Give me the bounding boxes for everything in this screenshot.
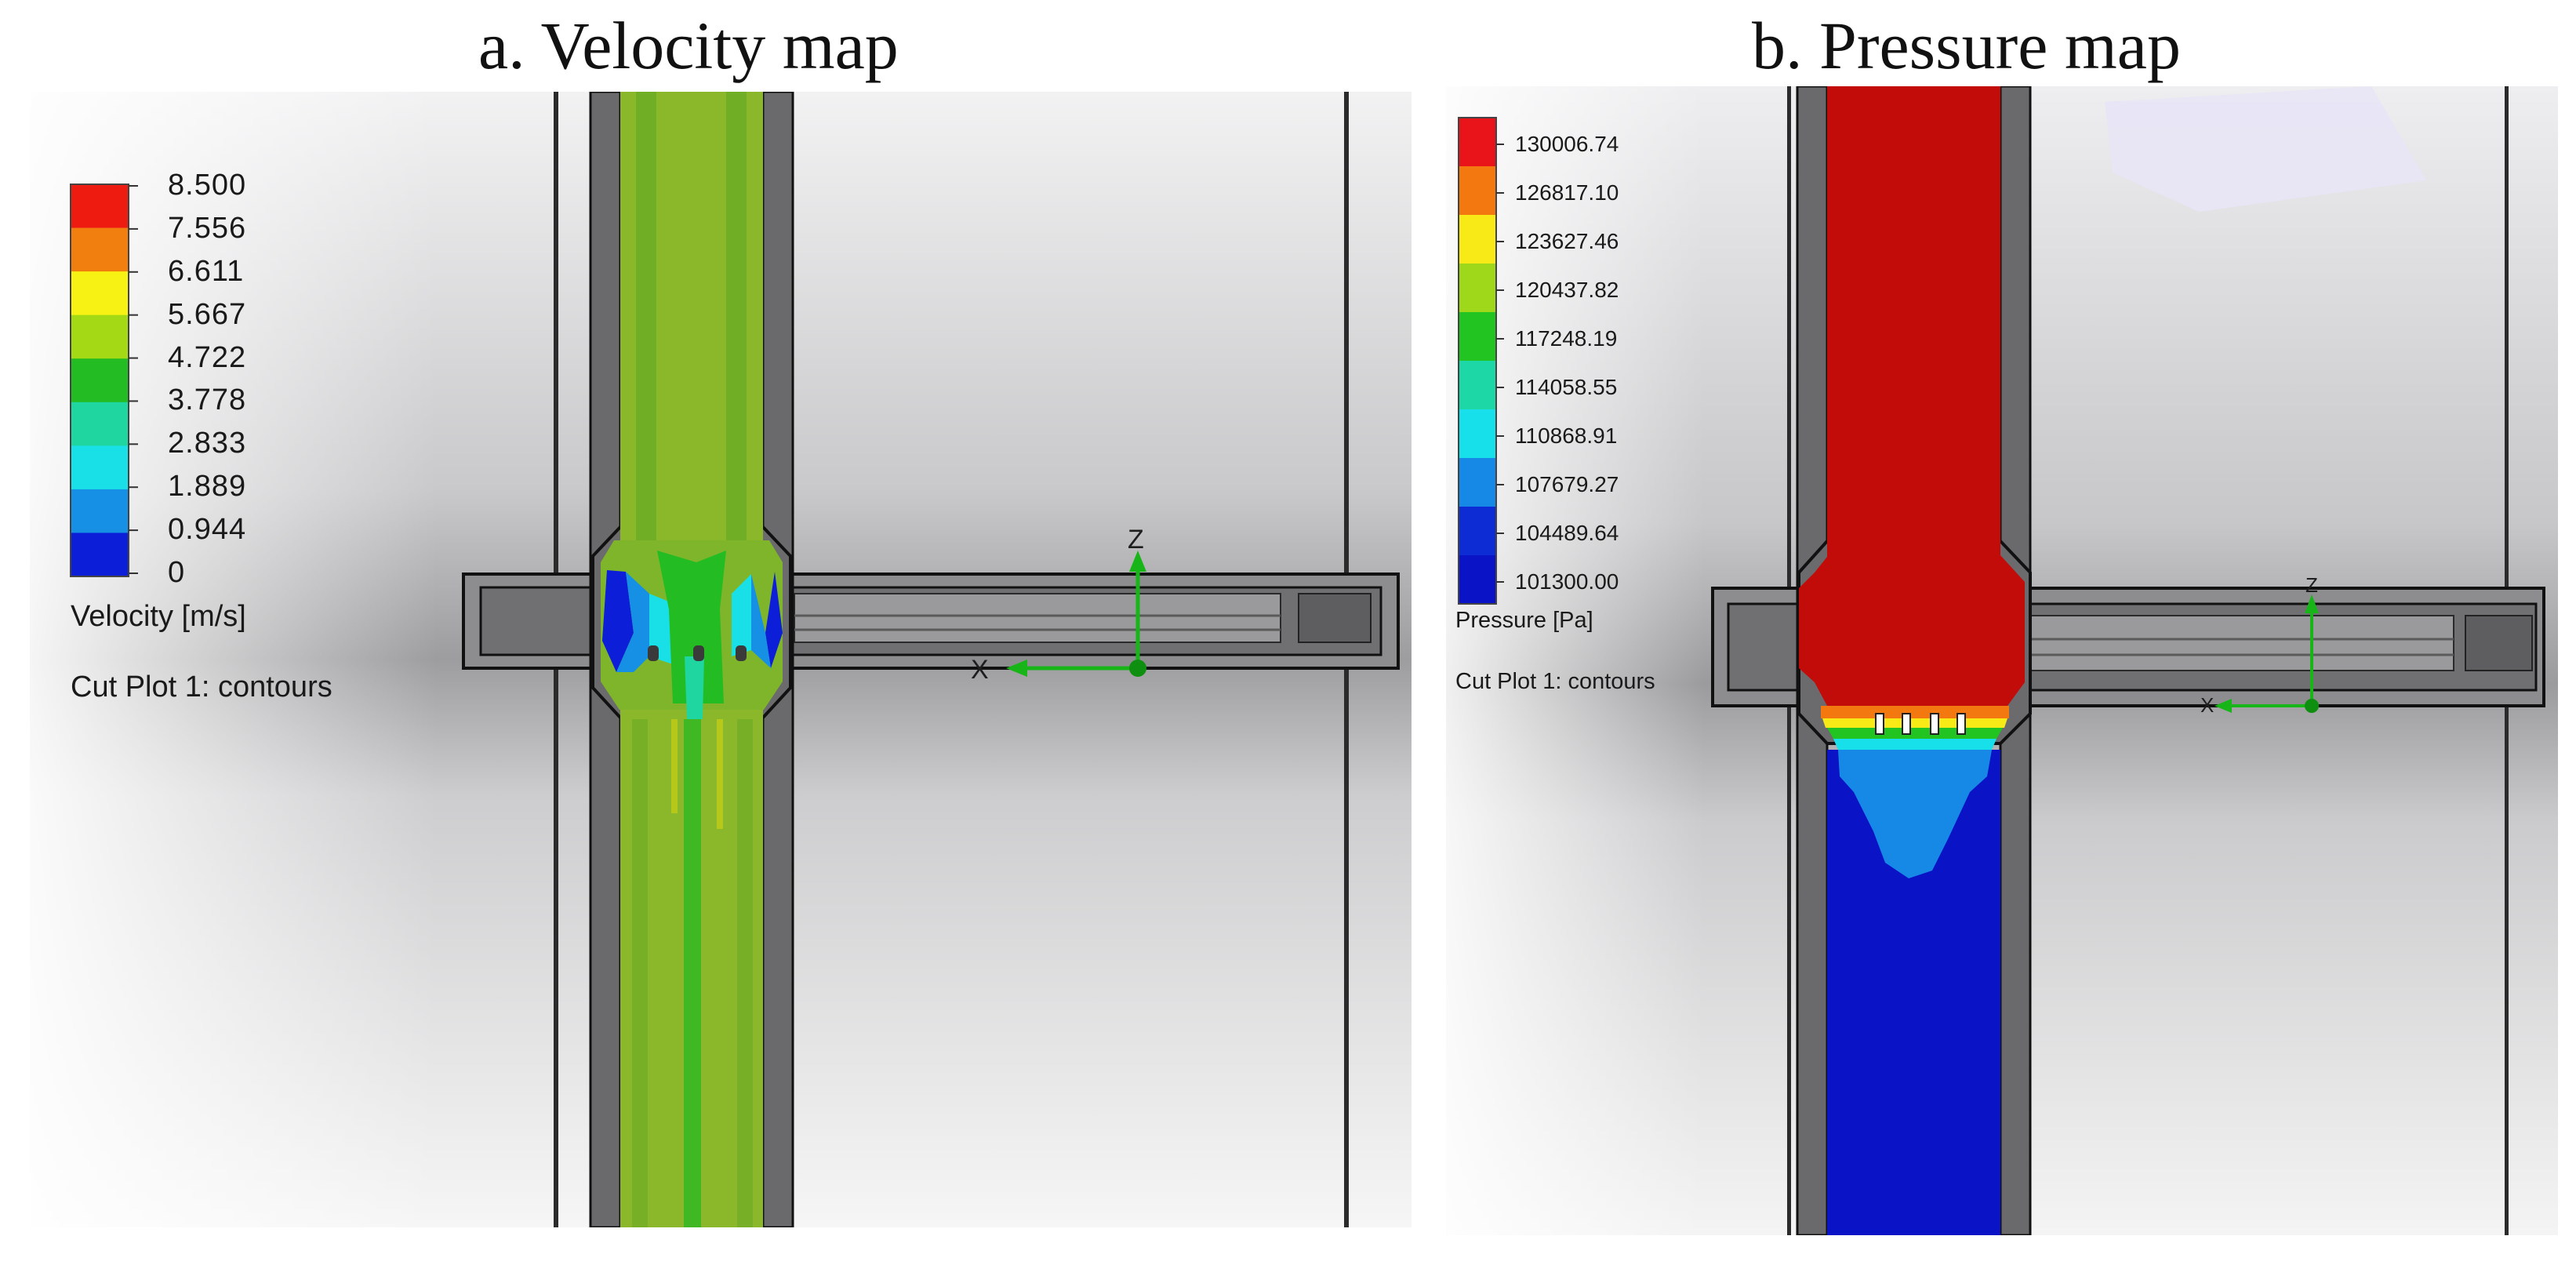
colorbar-swatch [71,358,129,403]
colorbar-swatch [71,227,129,272]
colorbar-tick-label: 104489.64 [1515,521,1619,545]
flow-streak-yellow [717,719,723,829]
colorbar-swatch [1459,118,1496,167]
side-channel [2006,615,2454,671]
side-end-cap [2465,615,2533,671]
orifice [648,645,659,661]
axis-origin [1129,660,1146,677]
pressure-map-panel: Z X Pressure [Pa] Cut Plot 1: contours 1… [1446,86,2558,1235]
colorbar-swatch [71,402,129,446]
pressure-unit-label: Pressure [Pa] [1455,608,1593,633]
colorbar-tick-label: 101300.00 [1515,569,1619,594]
colorbar-swatch [1459,458,1496,507]
colorbar-swatch [1459,166,1496,216]
colorbar-swatch [71,445,129,490]
orifice [1957,713,1966,735]
pressure-plot-label: Cut Plot 1: contours [1455,669,1655,694]
colorbar-tick-label: 4.722 [168,340,247,374]
colorbar-tick-label: 117248.19 [1515,326,1618,351]
flow-core-upper [636,92,656,547]
velocity-map-title: a. Velocity map [478,8,899,83]
flow-streak-yellow [671,719,678,813]
x-axis-label: X [971,655,989,685]
flow-streak [632,719,648,1227]
contour-cyan [732,574,751,656]
pressure-map-render: Z X [1446,86,2558,1235]
z-axis-arrow [2305,594,2319,613]
side-end-cap [1298,593,1372,643]
contour-yellow [1822,718,2007,728]
velocity-map-panel: Z X Velocity [m/s] Cut Plot 1: contours … [30,92,1412,1227]
orifice [736,645,747,661]
contour-green [1827,728,2003,739]
colorbar-swatch [1459,555,1496,605]
z-axis-arrow [1129,551,1146,572]
colorbar-swatch [1459,215,1496,264]
colorbar-swatch [71,184,129,229]
colorbar-swatch [1459,312,1496,362]
colorbar-tick-label: 3.778 [168,383,247,417]
colorbar-swatch [71,271,129,316]
flow-core-upper [726,92,747,547]
colorbar-tick-label: 126817.10 [1515,180,1619,205]
contour-blue [751,574,771,668]
pressure-colorbar [1458,117,1504,605]
colorbar-tick-label: 123627.46 [1515,229,1619,253]
contour-cyan [1833,739,1996,750]
colorbar-tick-label: 0 [168,556,186,589]
colorbar-tick-label: 110868.91 [1515,423,1618,448]
colorbar-swatch [1459,361,1496,410]
colorbar-tick-label: 8.500 [168,169,247,202]
colorbar-swatch [1459,507,1496,556]
colorbar-tick-label: 5.667 [168,297,247,331]
side-channel [794,593,1281,643]
colorbar-tick-label: 130006.74 [1515,132,1619,156]
contour-dark-blue [765,572,783,668]
pressure-map-title: b. Pressure map [1752,8,2181,83]
pressure-high-region [1799,86,2025,706]
orifice [693,645,704,661]
colorbar-tick-label: 2.833 [168,427,247,460]
colorbar-frame [1458,117,1497,605]
velocity-unit-label: Velocity [m/s] [71,600,246,633]
colorbar-tick-label: 1.889 [168,470,247,503]
flow-streak [737,719,753,1227]
background-haze [2105,86,2426,212]
orifice [1875,713,1884,735]
colorbar-swatch [1459,264,1496,313]
z-axis-label: Z [2305,573,2318,597]
contour-teal [685,656,704,719]
velocity-plot-label: Cut Plot 1: contours [71,671,332,703]
colorbar-swatch [71,314,129,359]
velocity-colorbar [70,184,138,577]
colorbar-swatch [1459,409,1496,459]
colorbar-frame [70,184,129,577]
colorbar-tick-label: 107679.27 [1515,472,1619,496]
orifice [1902,713,1911,735]
colorbar-swatch [71,533,129,577]
contour-green [657,551,726,609]
colorbar-swatch [71,489,129,533]
axis-origin [2305,699,2319,713]
orifice [1930,713,1939,735]
x-axis-label: X [2200,693,2214,717]
contour-light-blue [1838,750,1992,878]
contour-dark-blue [602,570,634,672]
colorbar-tick-label: 6.611 [168,254,245,288]
z-axis-label: Z [1128,525,1144,554]
colorbar-tick-label: 114058.55 [1515,375,1618,399]
contour-orange [1821,706,2009,718]
velocity-map-render: Z X [30,92,1412,1227]
flow-streak [684,719,701,1227]
x-axis-arrow [2214,699,2232,713]
contour-blue [616,572,649,672]
x-axis-arrow [1006,660,1027,677]
colorbar-tick-label: 7.556 [168,211,247,245]
colorbar-tick-label: 120437.82 [1515,278,1619,302]
colorbar-tick-label: 0.944 [168,513,247,547]
